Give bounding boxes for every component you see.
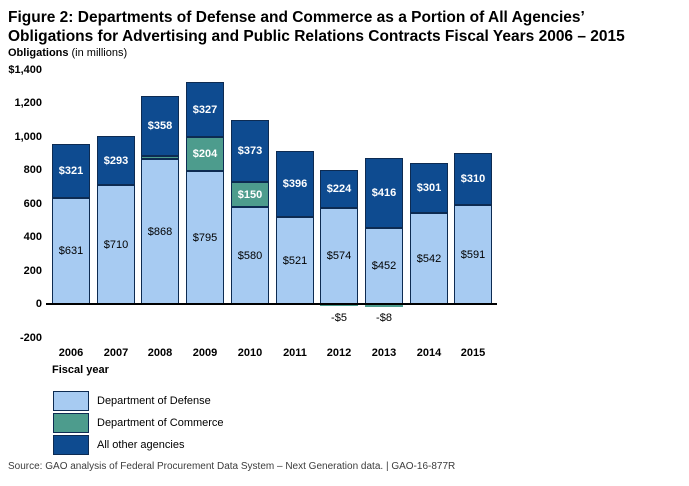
bar-segment-all-other-agencies-2013: $416	[365, 158, 403, 228]
bar-value-label: $631	[58, 245, 84, 257]
bar-segment-defense-2008: $868	[141, 159, 179, 304]
figure-title-line2: Obligations for Advertising and Public R…	[8, 28, 625, 45]
bar-value-label: $521	[282, 254, 308, 267]
bar-value-label: $396	[282, 178, 308, 190]
bar-value-label: $301	[416, 182, 442, 194]
bar-segment-commerce-2013-negative	[365, 305, 403, 307]
bar-value-label: $358	[147, 120, 173, 132]
chart-legend: Department of Defense Department of Comm…	[53, 391, 224, 457]
y-axis-tick-label: $1,400	[8, 63, 42, 76]
bar-segment-defense-2006: $631	[52, 198, 90, 304]
bar-segment-defense-2011: $521	[276, 217, 314, 304]
legend-item-all-other: All other agencies	[53, 435, 224, 455]
figure-title-line1: Figure 2: Departments of Defense and Com…	[8, 9, 585, 26]
x-axis-year-label: 2012	[326, 347, 352, 359]
bar-segment-defense-2013: $452	[365, 228, 403, 304]
y-axis-tick-label: 0	[35, 298, 42, 310]
legend-item-commerce: Department of Commerce	[53, 413, 224, 433]
legend-label-all-other: All other agencies	[97, 439, 185, 451]
x-axis-year-label: 2006	[58, 347, 84, 359]
x-axis-year-label: 2007	[103, 347, 129, 359]
all-other-agencies-swatch	[53, 435, 89, 455]
bar-segment-all-other-agencies-2010: $373	[231, 120, 269, 182]
bar-value-label: $416	[371, 187, 397, 199]
y-axis-tick-label: 600	[23, 197, 42, 210]
y-axis-tick-label: 200	[23, 264, 42, 277]
source-note: Source: GAO analysis of Federal Procurem…	[8, 461, 456, 472]
bar-segment-defense-2009: $795	[186, 171, 224, 304]
bar-segment-defense-2014: $542	[410, 213, 448, 304]
bar-value-label: $293	[103, 154, 129, 167]
negative-value-label: -$5	[331, 312, 347, 324]
x-axis-year-label: 2014	[416, 347, 442, 359]
bar-value-label: $150	[237, 188, 263, 201]
figure-title: Figure 2: Departments of Defense and Com…	[8, 8, 685, 46]
bar-segment-all-other-agencies-2012: $224	[320, 170, 358, 208]
bar-segment-defense-2007: $710	[97, 185, 135, 304]
bar-segment-all-other-agencies-2015: $310	[454, 153, 492, 205]
x-axis-line	[46, 303, 497, 305]
x-axis-year-label: 2009	[192, 347, 218, 359]
bar-segment-all-other-agencies-2011: $396	[276, 151, 314, 217]
bar-value-label: $795	[192, 231, 218, 244]
obligations-label: Obligations	[8, 47, 69, 59]
bar-value-label: $868	[147, 225, 173, 238]
legend-label-defense: Department of Defense	[97, 395, 211, 407]
bar-value-label: $224	[326, 183, 352, 195]
bar-segment-all-other-agencies-2009: $327	[186, 82, 224, 137]
bar-segment-commerce-2012-negative	[320, 305, 358, 306]
y-axis-tick-label: 1,200	[14, 97, 42, 109]
legend-item-defense: Department of Defense	[53, 391, 224, 411]
y-axis-tick-label: 1,000	[14, 130, 42, 143]
stacked-bar-chart: $1,400 1,200 1,000 800 600 400 200 0 -200 $631 $32…	[0, 60, 689, 385]
bar-segment-all-other-agencies-2006: $321	[52, 144, 90, 198]
legend-label-commerce: Department of Commerce	[97, 417, 224, 429]
bar-value-label: $580	[237, 249, 263, 262]
bar-value-label: $327	[192, 103, 218, 116]
bar-value-label: $373	[237, 145, 263, 157]
y-axis-tick-label: -200	[19, 331, 42, 344]
in-millions-label: (in millions)	[71, 47, 128, 59]
bar-value-label: $321	[58, 165, 84, 177]
y-axis-tick-label: 400	[23, 231, 42, 243]
bar-value-label: $542	[416, 252, 442, 265]
bar-value-label: $310	[460, 173, 486, 185]
bar-value-label: $710	[103, 238, 129, 251]
bar-value-label: $574	[326, 250, 352, 262]
bar-segment-defense-2012: $574	[320, 208, 358, 304]
bar-segment-all-other-agencies-2014: $301	[410, 163, 448, 213]
commerce-swatch	[53, 413, 89, 433]
bar-value-label: $591	[460, 248, 486, 261]
x-axis-year-label: 2011	[283, 347, 307, 359]
x-axis-title: Fiscal year	[52, 364, 109, 376]
bar-segment-commerce-2008	[141, 156, 179, 159]
y-axis-tick-label: 800	[23, 164, 42, 176]
bar-segment-commerce-2009: $204	[186, 137, 224, 171]
bar-segment-defense-2015: $591	[454, 205, 492, 304]
x-axis-year-label: 2008	[147, 347, 173, 359]
bar-value-label: $204	[192, 148, 218, 160]
negative-value-label: -$8	[376, 312, 392, 324]
bar-segment-all-other-agencies-2007: $293	[97, 136, 135, 185]
x-axis-year-label: 2015	[460, 347, 486, 359]
axis-units-label: Obligations (in millions)	[8, 47, 127, 59]
x-axis-year-label: 2013	[371, 347, 397, 359]
bar-segment-commerce-2010: $150	[231, 182, 269, 207]
bar-value-label: $452	[371, 260, 397, 272]
x-axis-year-label: 2010	[237, 347, 263, 359]
defense-swatch	[53, 391, 89, 411]
bar-segment-defense-2010: $580	[231, 207, 269, 304]
bar-segment-all-other-agencies-2008: $358	[141, 96, 179, 156]
